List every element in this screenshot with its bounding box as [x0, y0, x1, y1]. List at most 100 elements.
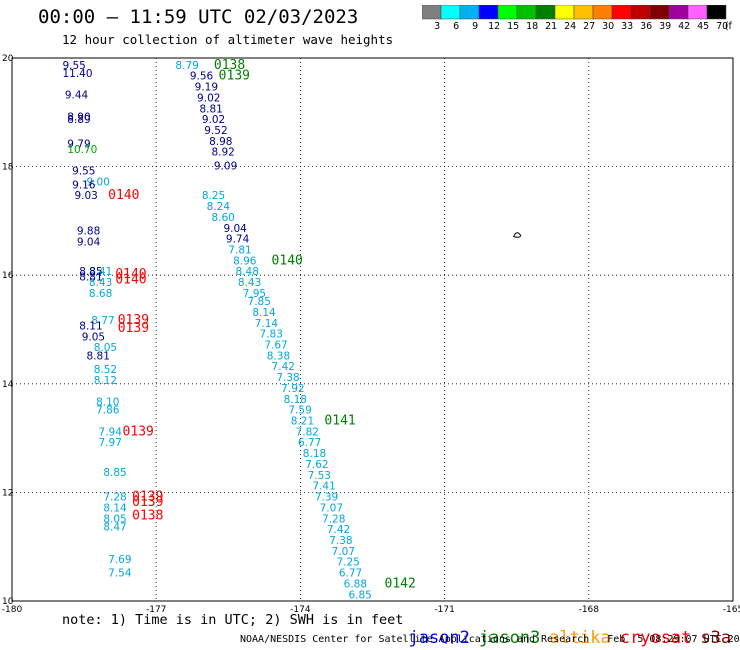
- map-frame: [11, 57, 734, 602]
- wave-height-value: 7.28: [103, 492, 126, 504]
- pass-number-label: 0141: [324, 414, 355, 429]
- wave-height-value: 8.38: [267, 350, 290, 362]
- wave-height-value: 7.82: [296, 426, 319, 438]
- credit-line: NOAA/NESDIS Center for Satellite Applica…: [240, 634, 740, 645]
- wave-height-value: 9.74: [226, 234, 250, 246]
- colorbar-label: 21: [545, 21, 557, 32]
- lat-tick-label: 10: [2, 597, 14, 607]
- colorbar-label: 33: [621, 21, 633, 32]
- pass-number-label: 0139: [132, 490, 163, 505]
- wave-height-value: 7.41: [312, 481, 335, 493]
- wave-height-value: 8.47: [103, 521, 126, 533]
- wave-height-value: 9.04: [77, 236, 101, 248]
- wave-height-value: 9.52: [204, 125, 227, 137]
- wave-height-value: 7.42: [327, 524, 350, 536]
- legend-altika: altika: [549, 628, 611, 648]
- lat-tick-label: 12: [2, 488, 13, 498]
- lon-tick-label: -168: [579, 605, 600, 612]
- wave-height-value: 7.67: [264, 340, 287, 352]
- wave-height-value: 7.39: [315, 492, 338, 504]
- wave-height-value: 9.04: [223, 223, 247, 235]
- wave-height-value: 8.90: [67, 111, 90, 123]
- wave-height-map: -180 -177 -174 -171 -168 -165 20 18 16 14 12 10 8.79…: [2, 54, 740, 612]
- wave-height-value: 8.85: [103, 467, 126, 479]
- wave-height-value: 7.42: [272, 361, 295, 373]
- wave-height-value: 8.52: [94, 364, 117, 376]
- colorbar-label: 36: [640, 21, 652, 32]
- wave-height-value: 7.38: [276, 372, 299, 384]
- wave-height-value: 8.89: [67, 114, 90, 126]
- wave-height-value: 8.18: [284, 394, 307, 406]
- wave-height-value: 8.81: [87, 350, 110, 362]
- wave-height-value: 7.53: [308, 470, 331, 482]
- wave-height-value: 7.07: [332, 546, 355, 558]
- wave-height-value: 11.40: [62, 68, 92, 80]
- wave-height-value: 9.55: [62, 60, 85, 72]
- lat-tick-label: 14: [2, 380, 14, 390]
- wave-height-value: 8.25: [202, 190, 225, 202]
- lon-tick-label: -165: [723, 605, 740, 612]
- lon-tick-label: -177: [146, 605, 166, 612]
- legend-jason2: jason2: [408, 628, 470, 648]
- colorbar-label: 27: [583, 21, 595, 32]
- lon-tick-label: -174: [290, 605, 311, 612]
- wave-height-value: 9.44: [65, 90, 89, 102]
- legend-s3a: s3a: [700, 628, 732, 648]
- lat-tick-label: 16: [2, 271, 14, 281]
- pass-number-label: 0139: [118, 321, 149, 336]
- satellite-legend: jason2 jason3 altika cryosat s3a: [388, 608, 740, 648]
- wave-height-value: 8.96: [233, 255, 257, 267]
- colorbar-label: 9: [472, 21, 478, 32]
- wave-height-value: 7.07: [320, 502, 343, 514]
- wave-height-value: 7.86: [96, 405, 120, 417]
- wave-height-value: 8.77: [91, 315, 114, 327]
- wave-height-value: 6.88: [344, 578, 367, 590]
- wave-height-value: 8.18: [303, 448, 326, 460]
- wave-height-value: 7.83: [260, 329, 283, 341]
- footer-note: note: 1) Time is in UTC; 2) SWH is in fe…: [62, 612, 404, 628]
- wave-height-value: 7.97: [99, 437, 122, 449]
- pass-number-label: 0140: [272, 253, 303, 268]
- pass-number-label: 0138: [132, 509, 163, 524]
- wave-height-value: 6.77: [298, 437, 321, 449]
- wave-height-value: 8.10: [96, 397, 119, 409]
- wave-height-value: 8.14: [103, 502, 127, 514]
- wave-height-value: 9.03: [74, 190, 97, 202]
- pass-number-label: 0142: [385, 576, 416, 591]
- lon-tick-label: -180: [2, 605, 23, 612]
- wave-height-value: 7.25: [336, 557, 359, 569]
- wave-height-value: 7.95: [243, 288, 266, 300]
- legend-jason3: jason3: [478, 628, 541, 648]
- wave-height-value: 8.79: [175, 60, 198, 72]
- wave-height-value: 8.24: [207, 201, 231, 213]
- island-outline: [513, 232, 522, 238]
- colorbar-label: 15: [507, 21, 519, 32]
- wave-height-value: 8.43: [238, 277, 261, 289]
- wave-height-value: 10.70: [67, 144, 97, 156]
- lat-tick-label: 20: [2, 54, 14, 64]
- wave-height-value: 8.41: [89, 266, 112, 278]
- wave-height-value: 8.14: [252, 307, 276, 319]
- wave-height-value: 8.43: [89, 277, 112, 289]
- colorbar-label: 45: [697, 21, 709, 32]
- legend-cryosat: cryosat: [619, 628, 692, 648]
- wave-height-value: 6.77: [339, 568, 362, 580]
- wave-height-value: 8.05: [103, 513, 126, 525]
- wave-height-value: 8.12: [94, 375, 117, 387]
- wave-height-value: 9.16: [72, 179, 96, 191]
- wave-height-value: 8.60: [211, 212, 234, 224]
- wave-height-value: 7.69: [108, 554, 131, 566]
- map-title: 00:00 – 11:59 UTC 02/03/2023: [38, 6, 359, 28]
- wave-height-value: 9.05: [82, 331, 105, 343]
- wave-height-value: 8.11: [79, 321, 102, 333]
- wave-height-value: 8.68: [89, 288, 112, 300]
- wave-height-value: 6.85: [348, 589, 371, 601]
- wave-height-value: 7.14: [255, 318, 279, 330]
- wave-height-value: 7.28: [322, 513, 345, 525]
- wave-height-value: 7.94: [99, 426, 123, 438]
- wave-height-value: 7.62: [305, 459, 328, 471]
- wave-height-value: 8.81: [199, 103, 222, 115]
- pass-number-label: 0138: [214, 58, 245, 73]
- wave-height-value: 7.85: [248, 296, 271, 308]
